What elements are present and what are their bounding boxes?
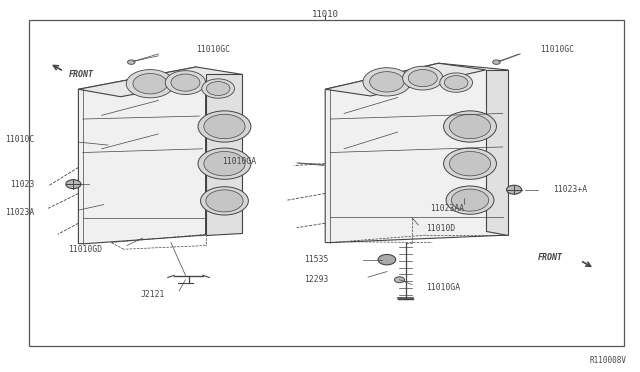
Bar bbox=[29, 20, 624, 346]
Circle shape bbox=[127, 60, 135, 64]
Circle shape bbox=[444, 111, 497, 142]
Circle shape bbox=[165, 71, 205, 94]
Circle shape bbox=[198, 148, 251, 179]
Text: 11010GD: 11010GD bbox=[68, 245, 102, 254]
Circle shape bbox=[204, 114, 245, 139]
Circle shape bbox=[204, 151, 245, 176]
Text: FRONT: FRONT bbox=[68, 70, 93, 79]
Text: 11023AA: 11023AA bbox=[429, 204, 464, 213]
Circle shape bbox=[493, 60, 500, 64]
Circle shape bbox=[200, 187, 248, 215]
Circle shape bbox=[403, 66, 443, 90]
Circle shape bbox=[198, 111, 251, 142]
Text: R110008V: R110008V bbox=[589, 356, 626, 365]
Text: 11010D: 11010D bbox=[426, 224, 455, 233]
Polygon shape bbox=[78, 67, 242, 97]
Text: J2121: J2121 bbox=[140, 290, 164, 299]
Text: 11023+A: 11023+A bbox=[553, 185, 588, 194]
Circle shape bbox=[202, 79, 234, 98]
Polygon shape bbox=[325, 63, 486, 96]
Text: 11010GC: 11010GC bbox=[196, 45, 230, 54]
Text: 11535: 11535 bbox=[304, 255, 328, 264]
Text: 11010GC: 11010GC bbox=[541, 45, 575, 54]
Circle shape bbox=[171, 74, 200, 91]
Circle shape bbox=[449, 151, 491, 176]
Circle shape bbox=[449, 114, 491, 139]
Circle shape bbox=[444, 148, 497, 179]
Polygon shape bbox=[78, 67, 205, 244]
Text: 11010C: 11010C bbox=[5, 135, 35, 144]
Text: 12293: 12293 bbox=[304, 275, 328, 284]
Circle shape bbox=[133, 74, 168, 94]
Polygon shape bbox=[486, 70, 508, 235]
Circle shape bbox=[451, 189, 489, 211]
Circle shape bbox=[444, 76, 468, 90]
Circle shape bbox=[363, 68, 411, 96]
Circle shape bbox=[378, 254, 396, 265]
Text: 11023A: 11023A bbox=[5, 208, 35, 217]
Polygon shape bbox=[205, 74, 242, 235]
Circle shape bbox=[394, 277, 404, 283]
Text: 11010GA: 11010GA bbox=[222, 157, 256, 166]
Circle shape bbox=[440, 73, 472, 92]
Text: 11023: 11023 bbox=[10, 180, 35, 189]
Polygon shape bbox=[325, 63, 508, 243]
Circle shape bbox=[126, 70, 174, 98]
Text: FRONT: FRONT bbox=[538, 253, 563, 262]
Text: 11010: 11010 bbox=[312, 10, 339, 19]
Circle shape bbox=[506, 185, 522, 194]
Circle shape bbox=[206, 81, 230, 96]
Circle shape bbox=[206, 190, 243, 212]
Text: 11010GA: 11010GA bbox=[426, 283, 460, 292]
Circle shape bbox=[66, 180, 81, 189]
Circle shape bbox=[446, 186, 494, 214]
Circle shape bbox=[370, 72, 404, 92]
Circle shape bbox=[408, 70, 437, 87]
